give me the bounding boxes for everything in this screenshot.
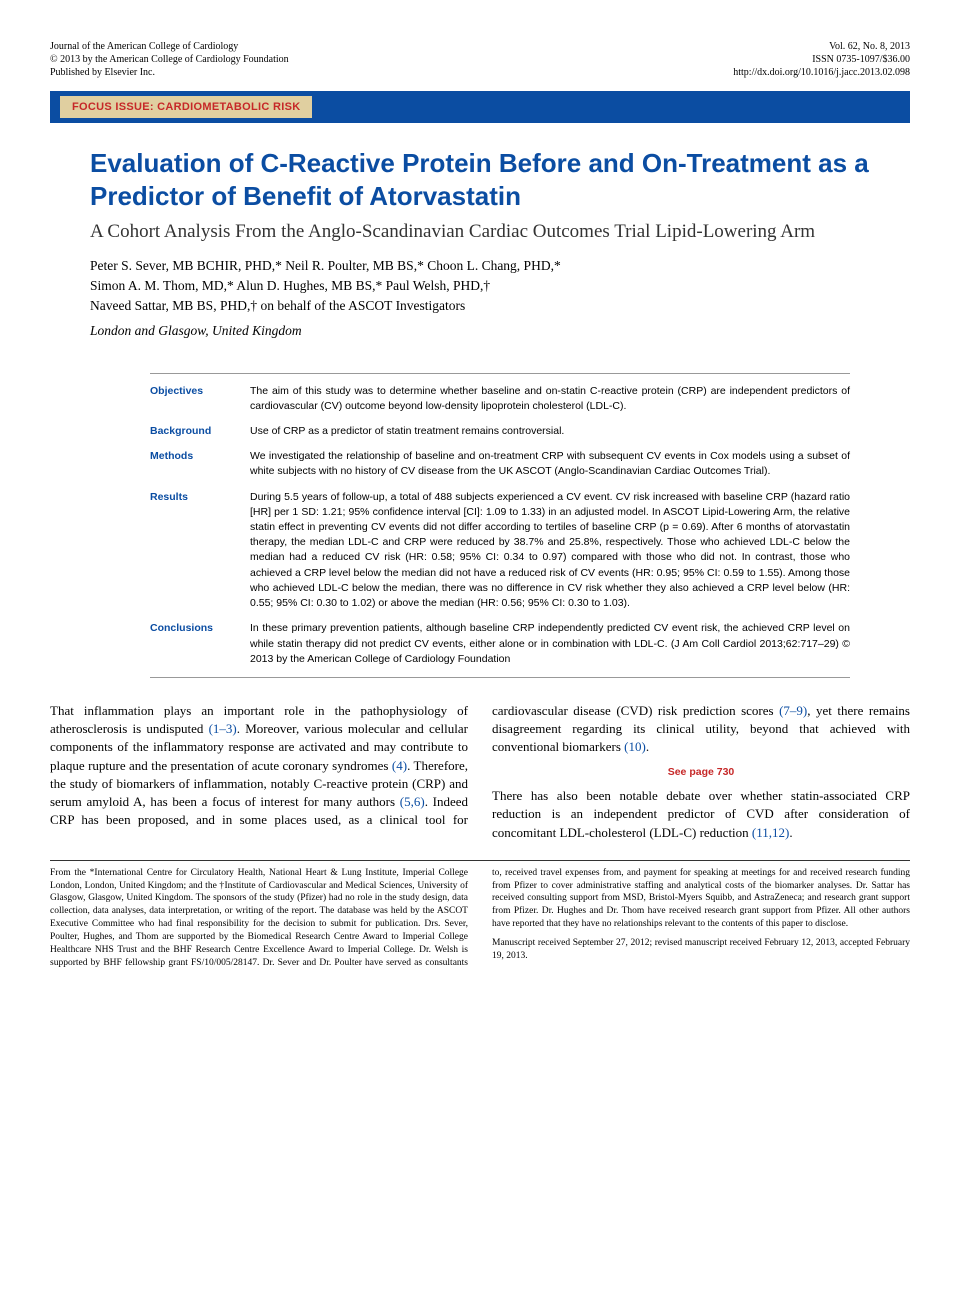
abstract-row-results: Results During 5.5 years of follow-up, a… [150, 490, 850, 612]
abstract-label: Conclusions [150, 621, 250, 667]
citation-link[interactable]: (7–9) [779, 703, 807, 718]
abstract-row-background: Background Use of CRP as a predictor of … [150, 424, 850, 439]
citation-link[interactable]: (10) [624, 739, 646, 754]
abstract-text: The aim of this study was to determine w… [250, 384, 850, 414]
abstract-text: We investigated the relationship of base… [250, 449, 850, 479]
publisher-line: Published by Elsevier Inc. [50, 66, 289, 79]
abstract-text: In these primary prevention patients, al… [250, 621, 850, 667]
footnote-divider [50, 860, 910, 861]
header-left: Journal of the American College of Cardi… [50, 40, 289, 79]
author-list: Peter S. Sever, MB BCHIR, PHD,* Neil R. … [90, 256, 870, 317]
citation-link[interactable]: (11,12) [752, 825, 789, 840]
abstract-text: During 5.5 years of follow-up, a total o… [250, 490, 850, 612]
focus-issue-badge: FOCUS ISSUE: CARDIOMETABOLIC RISK [60, 96, 312, 118]
citation-link[interactable]: (5,6) [400, 794, 425, 809]
manuscript-dates: Manuscript received September 27, 2012; … [492, 937, 910, 963]
abstract-row-methods: Methods We investigated the relationship… [150, 449, 850, 479]
footnotes: From the *International Centre for Circu… [50, 867, 910, 970]
body-text: That inflammation plays an important rol… [50, 702, 910, 842]
article-title: Evaluation of C-Reactive Protein Before … [90, 147, 870, 212]
article-subtitle: A Cohort Analysis From the Anglo-Scandin… [90, 220, 870, 244]
doi-link[interactable]: http://dx.doi.org/10.1016/j.jacc.2013.02… [733, 66, 910, 79]
body-paragraph: There has also been notable debate over … [492, 787, 910, 842]
abstract-label: Background [150, 424, 250, 439]
issn-info: ISSN 0735-1097/$36.00 [733, 53, 910, 66]
structured-abstract: Objectives The aim of this study was to … [150, 373, 850, 679]
abstract-label: Results [150, 490, 250, 612]
footnote-text: From the *International Centre for Circu… [50, 868, 468, 968]
abstract-row-conclusions: Conclusions In these primary prevention … [150, 621, 850, 667]
title-block: Evaluation of C-Reactive Protein Before … [50, 123, 910, 355]
copyright-line: © 2013 by the American College of Cardio… [50, 53, 289, 66]
see-page-callout[interactable]: See page 730 [492, 765, 910, 780]
citation-link[interactable]: (4) [392, 758, 407, 773]
abstract-label: Objectives [150, 384, 250, 414]
abstract-row-objectives: Objectives The aim of this study was to … [150, 384, 850, 414]
journal-header: Journal of the American College of Cardi… [50, 40, 910, 79]
header-right: Vol. 62, No. 8, 2013 ISSN 0735-1097/$36.… [733, 40, 910, 79]
citation-link[interactable]: (1–3) [209, 721, 237, 736]
focus-issue-bar: FOCUS ISSUE: CARDIOMETABOLIC RISK [50, 91, 910, 123]
affiliation: London and Glasgow, United Kingdom [90, 323, 870, 339]
abstract-text: Use of CRP as a predictor of statin trea… [250, 424, 850, 439]
authors-line: Simon A. M. Thom, MD,* Alun D. Hughes, M… [90, 276, 870, 296]
authors-line: Peter S. Sever, MB BCHIR, PHD,* Neil R. … [90, 256, 870, 276]
volume-info: Vol. 62, No. 8, 2013 [733, 40, 910, 53]
journal-name: Journal of the American College of Cardi… [50, 40, 289, 53]
abstract-label: Methods [150, 449, 250, 479]
authors-line: Naveed Sattar, MB BS, PHD,† on behalf of… [90, 296, 870, 316]
